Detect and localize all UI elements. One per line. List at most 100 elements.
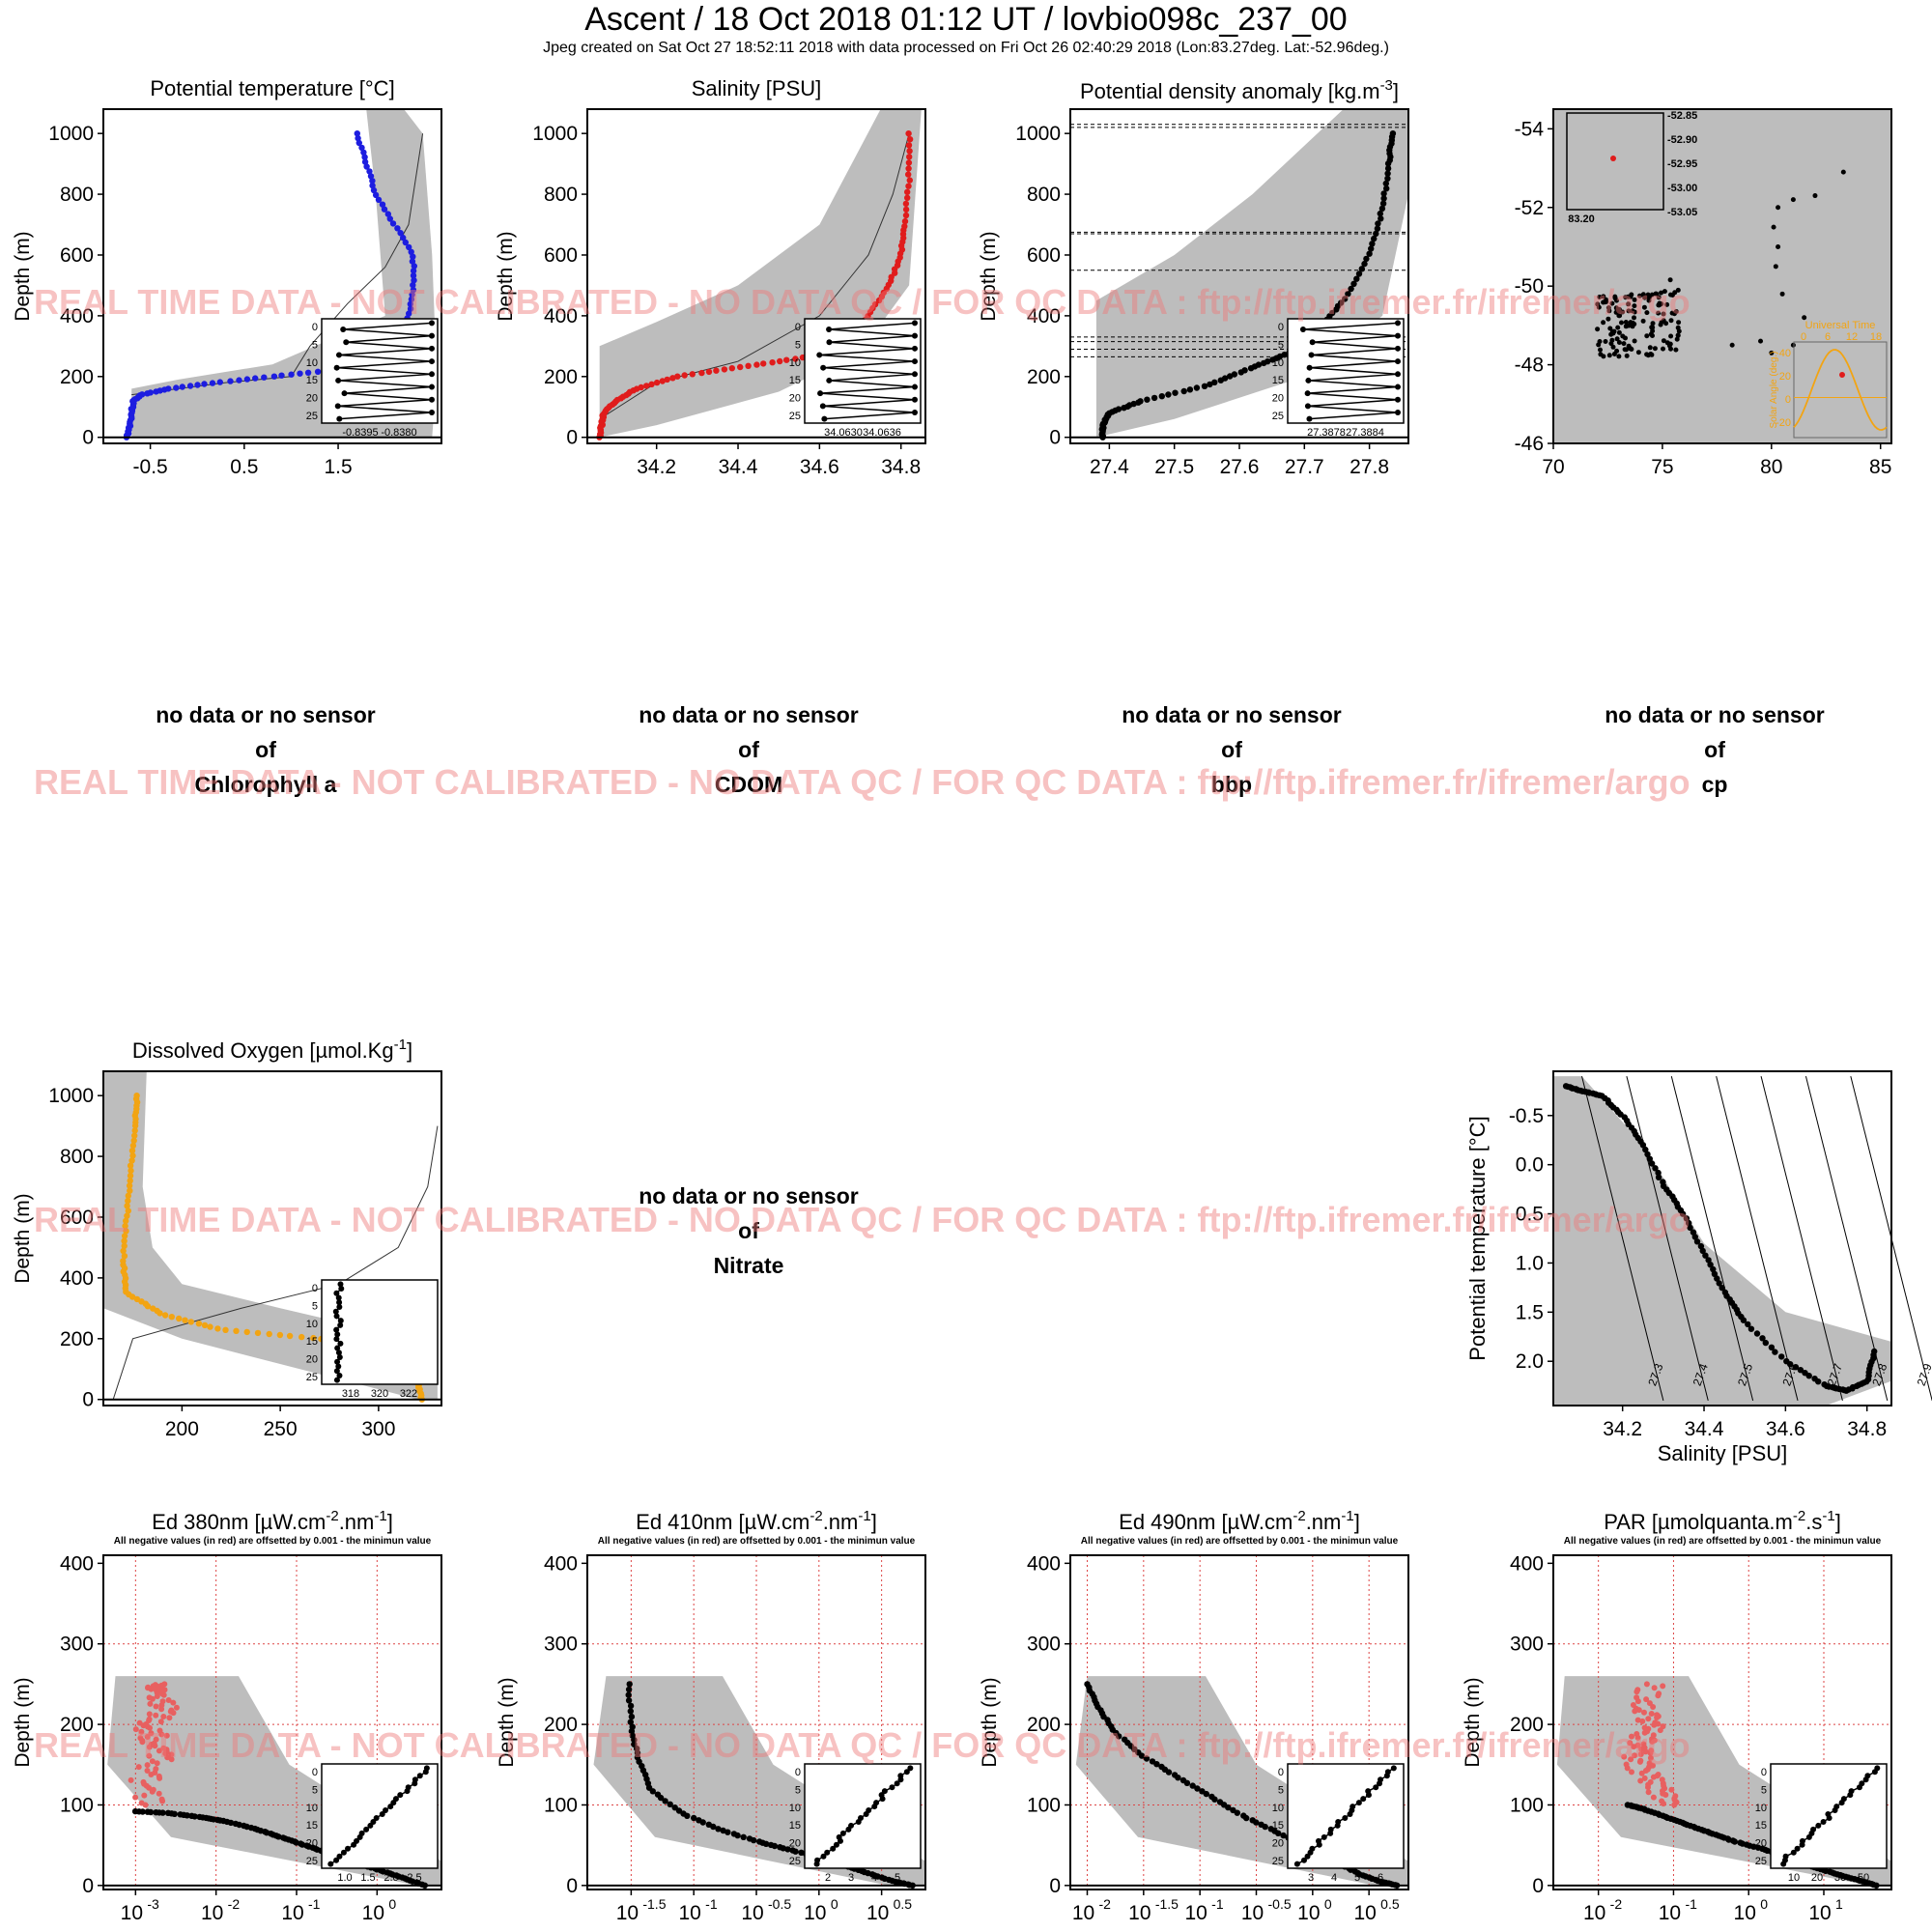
inset-line [823, 360, 916, 369]
x-tick-label: 70 [1542, 456, 1564, 478]
no-data-line3: CDOM [714, 772, 783, 797]
negative-data-point [1659, 1798, 1665, 1804]
history-envelope [1553, 1076, 1891, 1406]
data-point [713, 367, 720, 374]
zoom-inset-x-label: 83.20 [1568, 213, 1595, 225]
float-position [1632, 297, 1637, 302]
data-point [120, 1258, 127, 1264]
data-point [1186, 386, 1194, 393]
float-position [1616, 329, 1622, 335]
data-point [1805, 1373, 1812, 1379]
data-point [124, 1212, 130, 1219]
plot-frame [1069, 108, 1409, 444]
data-point [411, 263, 417, 270]
y-tick-label: 0 [1532, 1875, 1544, 1897]
x-tick-exponent: -2 [1099, 1896, 1112, 1912]
negative-data-point [1627, 1740, 1634, 1747]
negative-data-point [1648, 1711, 1655, 1717]
data-point [904, 188, 911, 195]
float-position [1675, 287, 1681, 293]
solar-x-label: 18 [1870, 331, 1882, 343]
inset-line [344, 385, 433, 394]
negative-data-point [168, 1707, 175, 1714]
inset-line [829, 322, 916, 330]
data-point [1389, 130, 1397, 137]
negative-data-point [1660, 1683, 1666, 1690]
float-position [1640, 318, 1646, 324]
data-point [410, 268, 417, 274]
negative-data-point [1641, 1724, 1648, 1731]
data-point [1382, 180, 1390, 187]
data-point [1646, 1155, 1654, 1162]
data-point [195, 1321, 203, 1327]
negative-data-point [132, 1726, 139, 1733]
x-tick-exponent: -1 [308, 1896, 321, 1912]
inset-y-label: 20 [306, 1838, 318, 1850]
float-position [1657, 302, 1662, 308]
data-point [1710, 1265, 1717, 1273]
data-point [705, 1821, 712, 1829]
y-tick-label: 100 [60, 1794, 94, 1816]
data-point [740, 1833, 747, 1841]
inset-x-label: 4 [871, 1872, 877, 1884]
y-tick-label: 800 [1027, 184, 1061, 206]
data-point [298, 1333, 305, 1341]
data-point [905, 165, 912, 172]
inset-x-label: 320 [371, 1388, 388, 1400]
data-point [728, 365, 735, 372]
float-position [1598, 347, 1603, 353]
data-point [1705, 1257, 1712, 1264]
data-point [627, 1702, 635, 1710]
inset-x-label: 27.3884 [1346, 427, 1384, 439]
inset-line [829, 380, 916, 388]
y-tick-label: 1.0 [1516, 1252, 1544, 1274]
inset-x-label: 1.0 [337, 1872, 352, 1884]
y-tick-label: 400 [1027, 305, 1061, 327]
data-point [410, 286, 417, 294]
data-point [407, 305, 414, 312]
data-point [176, 1315, 183, 1322]
data-point [1691, 1234, 1699, 1240]
data-point [671, 1804, 678, 1811]
inset-line [343, 322, 433, 330]
data-point [196, 1813, 203, 1821]
x-tick-label: 10 [1184, 1902, 1207, 1924]
float-position [1650, 321, 1656, 327]
data-point [410, 253, 416, 260]
negative-data-point [156, 1747, 162, 1754]
negative-data-point [1645, 1716, 1652, 1722]
inset-line [829, 373, 916, 382]
inset-line [336, 366, 433, 376]
data-point [638, 384, 644, 391]
float-position [1606, 353, 1612, 358]
data-point [207, 1323, 213, 1330]
data-point [1702, 1252, 1709, 1259]
inset-point [336, 415, 343, 422]
inset-line [1308, 373, 1399, 382]
chart-title: Ed 380nm [µW.cm-2.nm-1] [152, 1508, 393, 1534]
chart-title: Potential temperature [°C] [150, 76, 394, 100]
data-point [394, 225, 401, 232]
data-point [125, 1192, 131, 1200]
x-tick-label: 27.6 [1220, 456, 1260, 478]
data-point [252, 375, 259, 382]
data-point [128, 1148, 136, 1154]
inset-y-label: 5 [1761, 1784, 1767, 1796]
float-position [1656, 310, 1662, 316]
data-point [798, 1849, 805, 1857]
float-position [1626, 323, 1632, 328]
x-tick-label: 34.2 [1603, 1418, 1642, 1440]
isopycnal-line [1626, 1075, 1709, 1402]
current-position [1610, 156, 1616, 161]
data-point [1690, 1229, 1697, 1236]
data-point [150, 1305, 156, 1312]
y-axis-label: Depth (m) [495, 231, 517, 321]
data-point [1264, 358, 1271, 365]
float-position [1641, 304, 1647, 310]
float-position [1597, 295, 1603, 299]
data-point [767, 1841, 775, 1849]
data-point [1350, 280, 1357, 287]
chart-panel-0: 0 200 400 600 800 1000 -0.5 0.5 1.5 0 5 10 15 20 25 -0.… [12, 76, 442, 478]
zoom-inset-y-label: -52.90 [1667, 134, 1697, 146]
data-point [1348, 285, 1354, 293]
